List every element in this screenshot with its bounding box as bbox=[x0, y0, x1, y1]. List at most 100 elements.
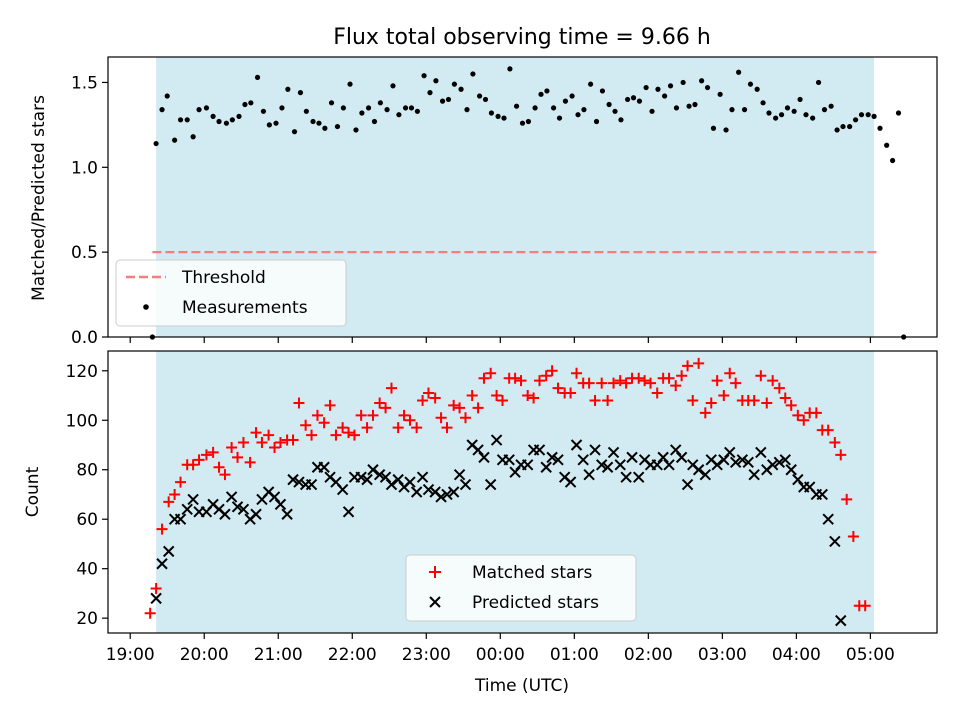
matched-star-point bbox=[448, 399, 460, 411]
predicted-star-point bbox=[736, 454, 749, 466]
y-tick-label: 40 bbox=[76, 560, 98, 580]
predicted-star-point bbox=[779, 454, 791, 466]
measurement-point bbox=[365, 105, 372, 111]
matched-star-point bbox=[693, 357, 705, 369]
matched-star-point bbox=[169, 488, 181, 500]
matched-star-point bbox=[417, 394, 429, 406]
predicted-star-point bbox=[816, 488, 828, 501]
matched-star-point bbox=[306, 429, 318, 441]
predicted-star-point bbox=[822, 513, 834, 525]
measurement-point bbox=[662, 93, 668, 99]
matched-star-point bbox=[472, 402, 484, 414]
measurement-point bbox=[773, 115, 779, 121]
matched-star-point bbox=[441, 422, 453, 434]
predicted-star-point bbox=[268, 491, 281, 503]
predicted-star-point bbox=[305, 478, 318, 491]
matched-star-point bbox=[200, 449, 212, 461]
measurement-point bbox=[889, 157, 896, 164]
predicted-star-point bbox=[521, 459, 534, 471]
matched-star-point bbox=[847, 531, 859, 543]
predicted-star-point bbox=[607, 446, 620, 459]
predicted-star-point bbox=[225, 491, 238, 503]
predicted-star-point bbox=[447, 486, 460, 498]
predicted-star-point bbox=[373, 468, 386, 481]
predicted-star-point bbox=[342, 506, 355, 518]
measurement-point bbox=[340, 105, 346, 111]
measurement-point bbox=[599, 88, 606, 94]
predicted-star-point bbox=[724, 446, 736, 459]
predicted-star-point bbox=[570, 439, 583, 451]
measurement-point bbox=[710, 125, 717, 131]
matched-star-point bbox=[552, 382, 564, 394]
predicted-star-point bbox=[620, 471, 632, 483]
measurement-point bbox=[177, 117, 184, 123]
measurement-point bbox=[636, 98, 643, 104]
measurement-point bbox=[692, 101, 698, 108]
measurement-point bbox=[273, 120, 279, 126]
predicted-star-point bbox=[453, 468, 466, 481]
measurement-point bbox=[216, 118, 222, 125]
matched-star-point bbox=[237, 437, 249, 449]
measurement-point bbox=[445, 96, 452, 103]
y-tick-label: 80 bbox=[76, 461, 98, 481]
measurement-point bbox=[310, 118, 316, 125]
predicted-star-point bbox=[711, 459, 723, 471]
measurement-point bbox=[248, 100, 254, 106]
measurement-point bbox=[347, 81, 353, 87]
predicted-star-point bbox=[355, 471, 367, 483]
x-tick-label: 21:00 bbox=[254, 645, 303, 665]
measurement-point bbox=[569, 93, 575, 99]
matched-star-point bbox=[478, 372, 490, 384]
measurement-point bbox=[172, 137, 178, 143]
measurement-point bbox=[414, 108, 420, 114]
measurement-point bbox=[884, 142, 890, 148]
predicted-star-point bbox=[281, 508, 293, 520]
y-tick-label: 0.0 bbox=[71, 328, 98, 348]
measurement-point bbox=[184, 117, 190, 123]
matched-star-point bbox=[466, 390, 478, 402]
x-axis-label: Time (UTC) bbox=[474, 676, 569, 696]
predicted-star-point bbox=[318, 461, 330, 473]
measurement-point bbox=[519, 120, 526, 126]
predicted-star-point bbox=[675, 451, 688, 464]
predicted-star-point bbox=[150, 592, 162, 605]
measurement-point bbox=[791, 108, 797, 114]
measurement-point bbox=[760, 100, 766, 106]
measurement-point bbox=[266, 122, 272, 128]
matched-star-point bbox=[540, 370, 552, 382]
matched-star-point bbox=[219, 469, 231, 481]
matched-star-point bbox=[651, 387, 663, 399]
measurement-point bbox=[190, 134, 196, 140]
matched-star-point bbox=[798, 414, 810, 426]
measurement-point bbox=[538, 91, 544, 97]
predicted-star-point bbox=[564, 476, 577, 488]
predicted-star-point bbox=[231, 501, 244, 513]
measurement-point bbox=[871, 113, 877, 119]
measurement-point bbox=[544, 88, 550, 94]
measurement-point bbox=[847, 123, 853, 130]
predicted-star-point bbox=[670, 444, 682, 456]
chart-title: Flux total observing time = 9.66 h bbox=[333, 25, 711, 50]
predicted-star-point bbox=[410, 486, 423, 498]
ratio-legend: Threshold Measurements bbox=[115, 259, 347, 327]
measurement-point bbox=[858, 112, 865, 118]
measurement-point bbox=[865, 112, 871, 118]
predicted-star-point bbox=[287, 473, 299, 486]
measurement-point bbox=[303, 108, 309, 114]
matched-star-point bbox=[361, 422, 373, 434]
predicted-star-point bbox=[219, 508, 231, 520]
measurement-point bbox=[159, 107, 165, 113]
predicted-star-point bbox=[385, 478, 398, 491]
x-tick-label: 03:00 bbox=[698, 645, 747, 665]
predicted-star-point bbox=[237, 503, 250, 516]
predicted-legend-swatch bbox=[429, 596, 441, 608]
measurement-point bbox=[797, 96, 803, 103]
measurement-point bbox=[587, 81, 594, 87]
measurement-point bbox=[223, 120, 230, 126]
predicted-star-point bbox=[484, 478, 497, 491]
measurement-point bbox=[279, 105, 285, 111]
predicted-star-point bbox=[583, 468, 595, 481]
predicted-star-point bbox=[509, 466, 521, 478]
predicted-star-point bbox=[404, 476, 416, 488]
x-tick-label: 02:00 bbox=[624, 645, 673, 665]
